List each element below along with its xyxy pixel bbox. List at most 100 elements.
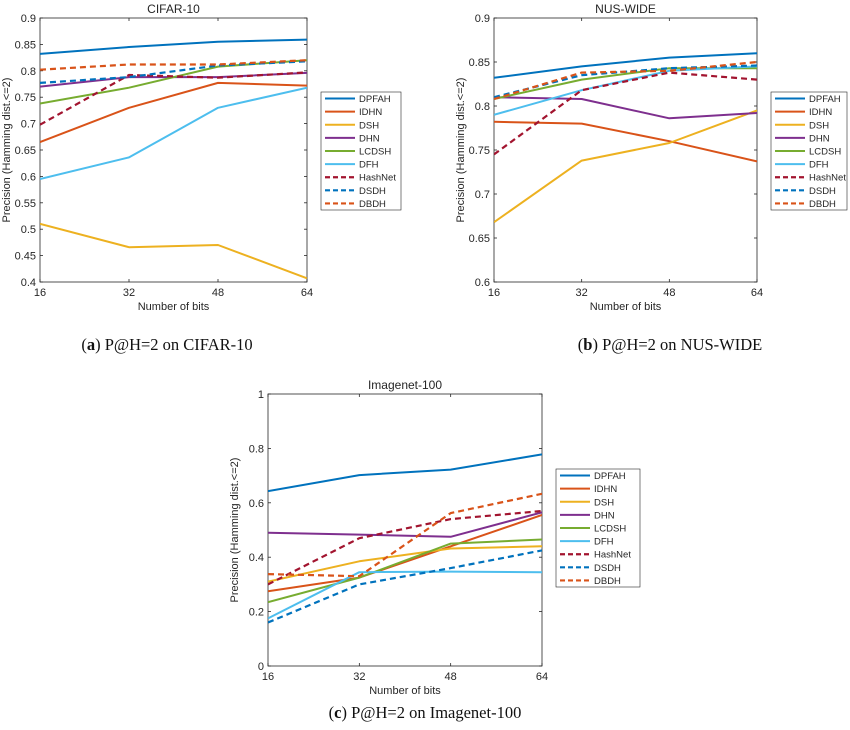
y-tick-label: 0.85 xyxy=(15,39,36,51)
x-tick-label: 16 xyxy=(488,287,500,299)
legend-label-dsh: DSH xyxy=(594,497,614,508)
legend-label-lcdsh: LCDSH xyxy=(359,147,391,158)
series-lines xyxy=(40,38,307,280)
legend-label-dsdh: DSDH xyxy=(594,563,621,574)
legend-label-lcdsh: LCDSH xyxy=(809,147,841,158)
y-tick-label: 0.65 xyxy=(469,233,490,245)
y-tick-label: 0.6 xyxy=(475,277,490,289)
legend: DPFAH IDHN DSH DHN LCDSH DFH HashNet DSDH DBDH xyxy=(320,91,402,211)
y-tick-label: 0.8 xyxy=(475,101,490,113)
y-tick-label: 0.7 xyxy=(21,119,36,131)
series-line-dhn xyxy=(268,511,542,538)
x-axis-label: Number of bits xyxy=(590,301,662,313)
series-line-hashnet xyxy=(40,71,307,126)
chart-title: NUS-WIDE xyxy=(595,2,656,16)
x-tick-label: 64 xyxy=(751,287,763,299)
series-line-idhn xyxy=(40,81,307,144)
figure-caption: (b) P@H=2 on NUS-WIDE xyxy=(578,335,762,354)
series-line-dbdh xyxy=(40,59,307,71)
x-tick-label: 16 xyxy=(34,287,46,299)
legend-label-dfh: DFH xyxy=(359,160,379,171)
y-tick-label: 0.8 xyxy=(21,66,36,78)
legend-label-dpfah: DPFAH xyxy=(359,94,391,105)
series-line-dhn xyxy=(494,96,757,120)
legend-label-dhn: DHN xyxy=(809,133,830,144)
y-tick-label: 0 xyxy=(258,661,264,673)
series-line-dsdh xyxy=(268,549,542,624)
series-line-dbdh xyxy=(494,60,757,101)
series-line-dfh xyxy=(40,86,307,180)
legend-label-lcdsh: LCDSH xyxy=(594,524,626,535)
legend: DPFAH IDHN DSH DHN LCDSH DFH HashNet DSDH DBDH xyxy=(555,468,641,588)
y-tick-label: 1 xyxy=(258,389,264,401)
chart-cifar10: CIFAR-10 0.4 0.45 0.5 0.55 0.6 0.65 0.7 0.75 0.8 0… xyxy=(1,2,402,354)
legend-label-idhn: IDHN xyxy=(594,484,617,495)
y-tick-label: 0.75 xyxy=(15,92,36,104)
y-tick-label: 0.55 xyxy=(15,198,36,210)
series-lines xyxy=(268,453,542,624)
plot-area xyxy=(493,17,758,283)
legend-label-dbdh: DBDH xyxy=(594,576,621,587)
chart-title: CIFAR-10 xyxy=(147,2,200,16)
legend-label-dbdh: DBDH xyxy=(809,199,836,210)
series-line-hashnet xyxy=(268,509,542,586)
x-tick-label: 32 xyxy=(353,671,365,683)
series-line-dsh xyxy=(268,545,542,583)
chart-title: Imagenet-100 xyxy=(368,378,442,392)
x-tick-label: 32 xyxy=(123,287,135,299)
legend-label-dbdh: DBDH xyxy=(359,199,386,210)
legend-label-dsh: DSH xyxy=(359,120,379,131)
legend-label-dsdh: DSDH xyxy=(359,186,386,197)
series-line-dbdh xyxy=(268,492,542,578)
x-tick-label: 16 xyxy=(262,671,274,683)
series-line-dpfah xyxy=(494,52,757,79)
legend-label-dsdh: DSDH xyxy=(809,186,836,197)
plot-area xyxy=(39,17,308,283)
legend-label-dpfah: DPFAH xyxy=(594,471,626,482)
series-line-lcdsh xyxy=(268,538,542,604)
y-tick-label: 0.4 xyxy=(249,552,264,564)
x-axis-label: Number of bits xyxy=(138,301,210,313)
y-tick-label: 0.2 xyxy=(249,607,264,619)
x-tick-label: 48 xyxy=(663,287,675,299)
y-axis-label: Precision (Hamming dist.<=2) xyxy=(1,78,13,223)
series-line-dsh xyxy=(40,222,307,280)
legend-label-dpfah: DPFAH xyxy=(809,94,841,105)
legend-label-dfh: DFH xyxy=(809,160,829,171)
series-line-dpfah xyxy=(268,453,542,493)
y-tick-label: 0.75 xyxy=(469,145,490,157)
series-line-dfh xyxy=(268,570,542,620)
legend-label-hashnet: HashNet xyxy=(809,173,846,184)
legend-label-idhn: IDHN xyxy=(809,107,832,118)
series-line-dsh xyxy=(494,109,757,224)
y-tick-label: 0.7 xyxy=(475,189,490,201)
chart-imagenet100: Imagenet-100 0 0.2 0.4 0.6 0.8 1 16 32 48 64 Number… xyxy=(229,378,641,722)
y-tick-label: 0.9 xyxy=(21,13,36,25)
x-tick-label: 64 xyxy=(536,671,548,683)
x-tick-label: 48 xyxy=(212,287,224,299)
y-tick-label: 0.6 xyxy=(21,171,36,183)
series-line-idhn xyxy=(268,514,542,593)
legend-label-hashnet: HashNet xyxy=(359,173,396,184)
legend-label-idhn: IDHN xyxy=(359,107,382,118)
y-tick-label: 0.4 xyxy=(21,277,36,289)
y-axis-label: Precision (Hamming dist.<=2) xyxy=(455,78,467,223)
y-tick-label: 0.6 xyxy=(249,498,264,510)
y-tick-label: 0.65 xyxy=(15,145,36,157)
y-tick-label: 0.8 xyxy=(249,443,264,455)
chart-nus-wide: NUS-WIDE 0.6 0.65 0.7 0.75 0.8 0.85 0.9 16 32 48 64… xyxy=(455,2,848,354)
legend-label-dhn: DHN xyxy=(594,510,615,521)
legend-label-dfh: DFH xyxy=(594,537,614,548)
y-tick-label: 0.45 xyxy=(15,251,36,263)
y-tick-label: 0.5 xyxy=(21,224,36,236)
figure-caption: (a) P@H=2 on CIFAR-10 xyxy=(81,335,252,354)
series-line-dpfah xyxy=(40,38,307,55)
y-tick-label: 0.9 xyxy=(475,13,490,25)
series-line-hashnet xyxy=(494,71,757,156)
legend-label-dhn: DHN xyxy=(359,133,380,144)
x-axis-label: Number of bits xyxy=(369,685,441,697)
x-tick-label: 48 xyxy=(445,671,457,683)
legend-label-hashnet: HashNet xyxy=(594,550,631,561)
figure-caption: (c) P@H=2 on Imagenet-100 xyxy=(329,703,522,722)
y-axis-label: Precision (Hamming dist.<=2) xyxy=(229,458,241,603)
